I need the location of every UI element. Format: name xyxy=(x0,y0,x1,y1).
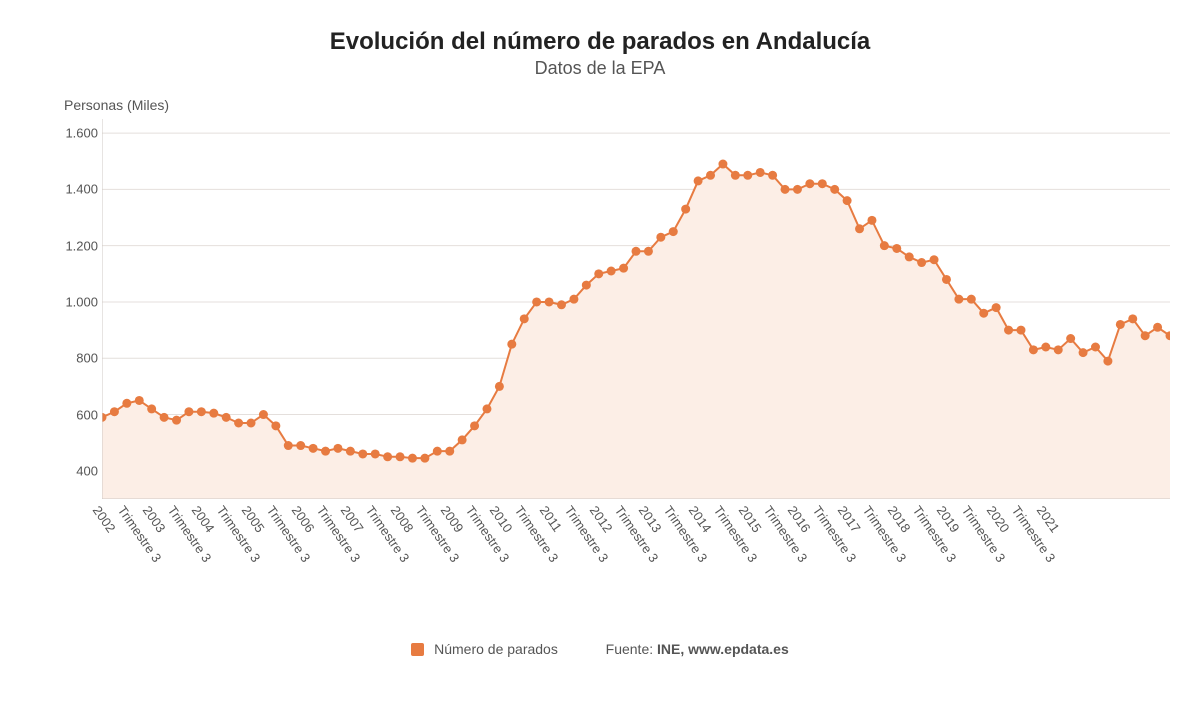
legend-series-label: Número de parados xyxy=(434,641,558,657)
y-axis-label: Personas (Miles) xyxy=(64,97,1170,113)
chart-subtitle: Datos de la EPA xyxy=(30,58,1170,79)
y-tick-label: 1.600 xyxy=(50,126,98,141)
chart-svg xyxy=(102,119,1170,499)
chart-title: Evolución del número de parados en Andal… xyxy=(30,28,1170,56)
legend-source-text: INE, www.epdata.es xyxy=(657,641,789,657)
plot-area: 4006008001.0001.2001.4001.600 xyxy=(102,119,1136,499)
y-tick-label: 600 xyxy=(50,407,98,422)
y-ticks: 400 600 800 1.000 1.200 1.400 1.600 xyxy=(50,119,98,499)
x-ticks: 2002Trimestre 32003Trimestre 32004Trimes… xyxy=(102,499,1136,639)
y-tick-label: 400 xyxy=(50,463,98,478)
y-tick-label: 1.400 xyxy=(50,182,98,197)
y-tick-label: 800 xyxy=(50,351,98,366)
legend-swatch xyxy=(411,643,424,656)
legend-source-prefix: Fuente: xyxy=(606,641,657,657)
x-tick-label: 2002 xyxy=(90,503,119,535)
y-tick-label: 1.000 xyxy=(50,294,98,309)
chart-container: Evolución del número de parados en Andal… xyxy=(0,0,1200,704)
legend: Número de parados Fuente: INE, www.epdat… xyxy=(30,641,1170,657)
y-tick-label: 1.200 xyxy=(50,238,98,253)
